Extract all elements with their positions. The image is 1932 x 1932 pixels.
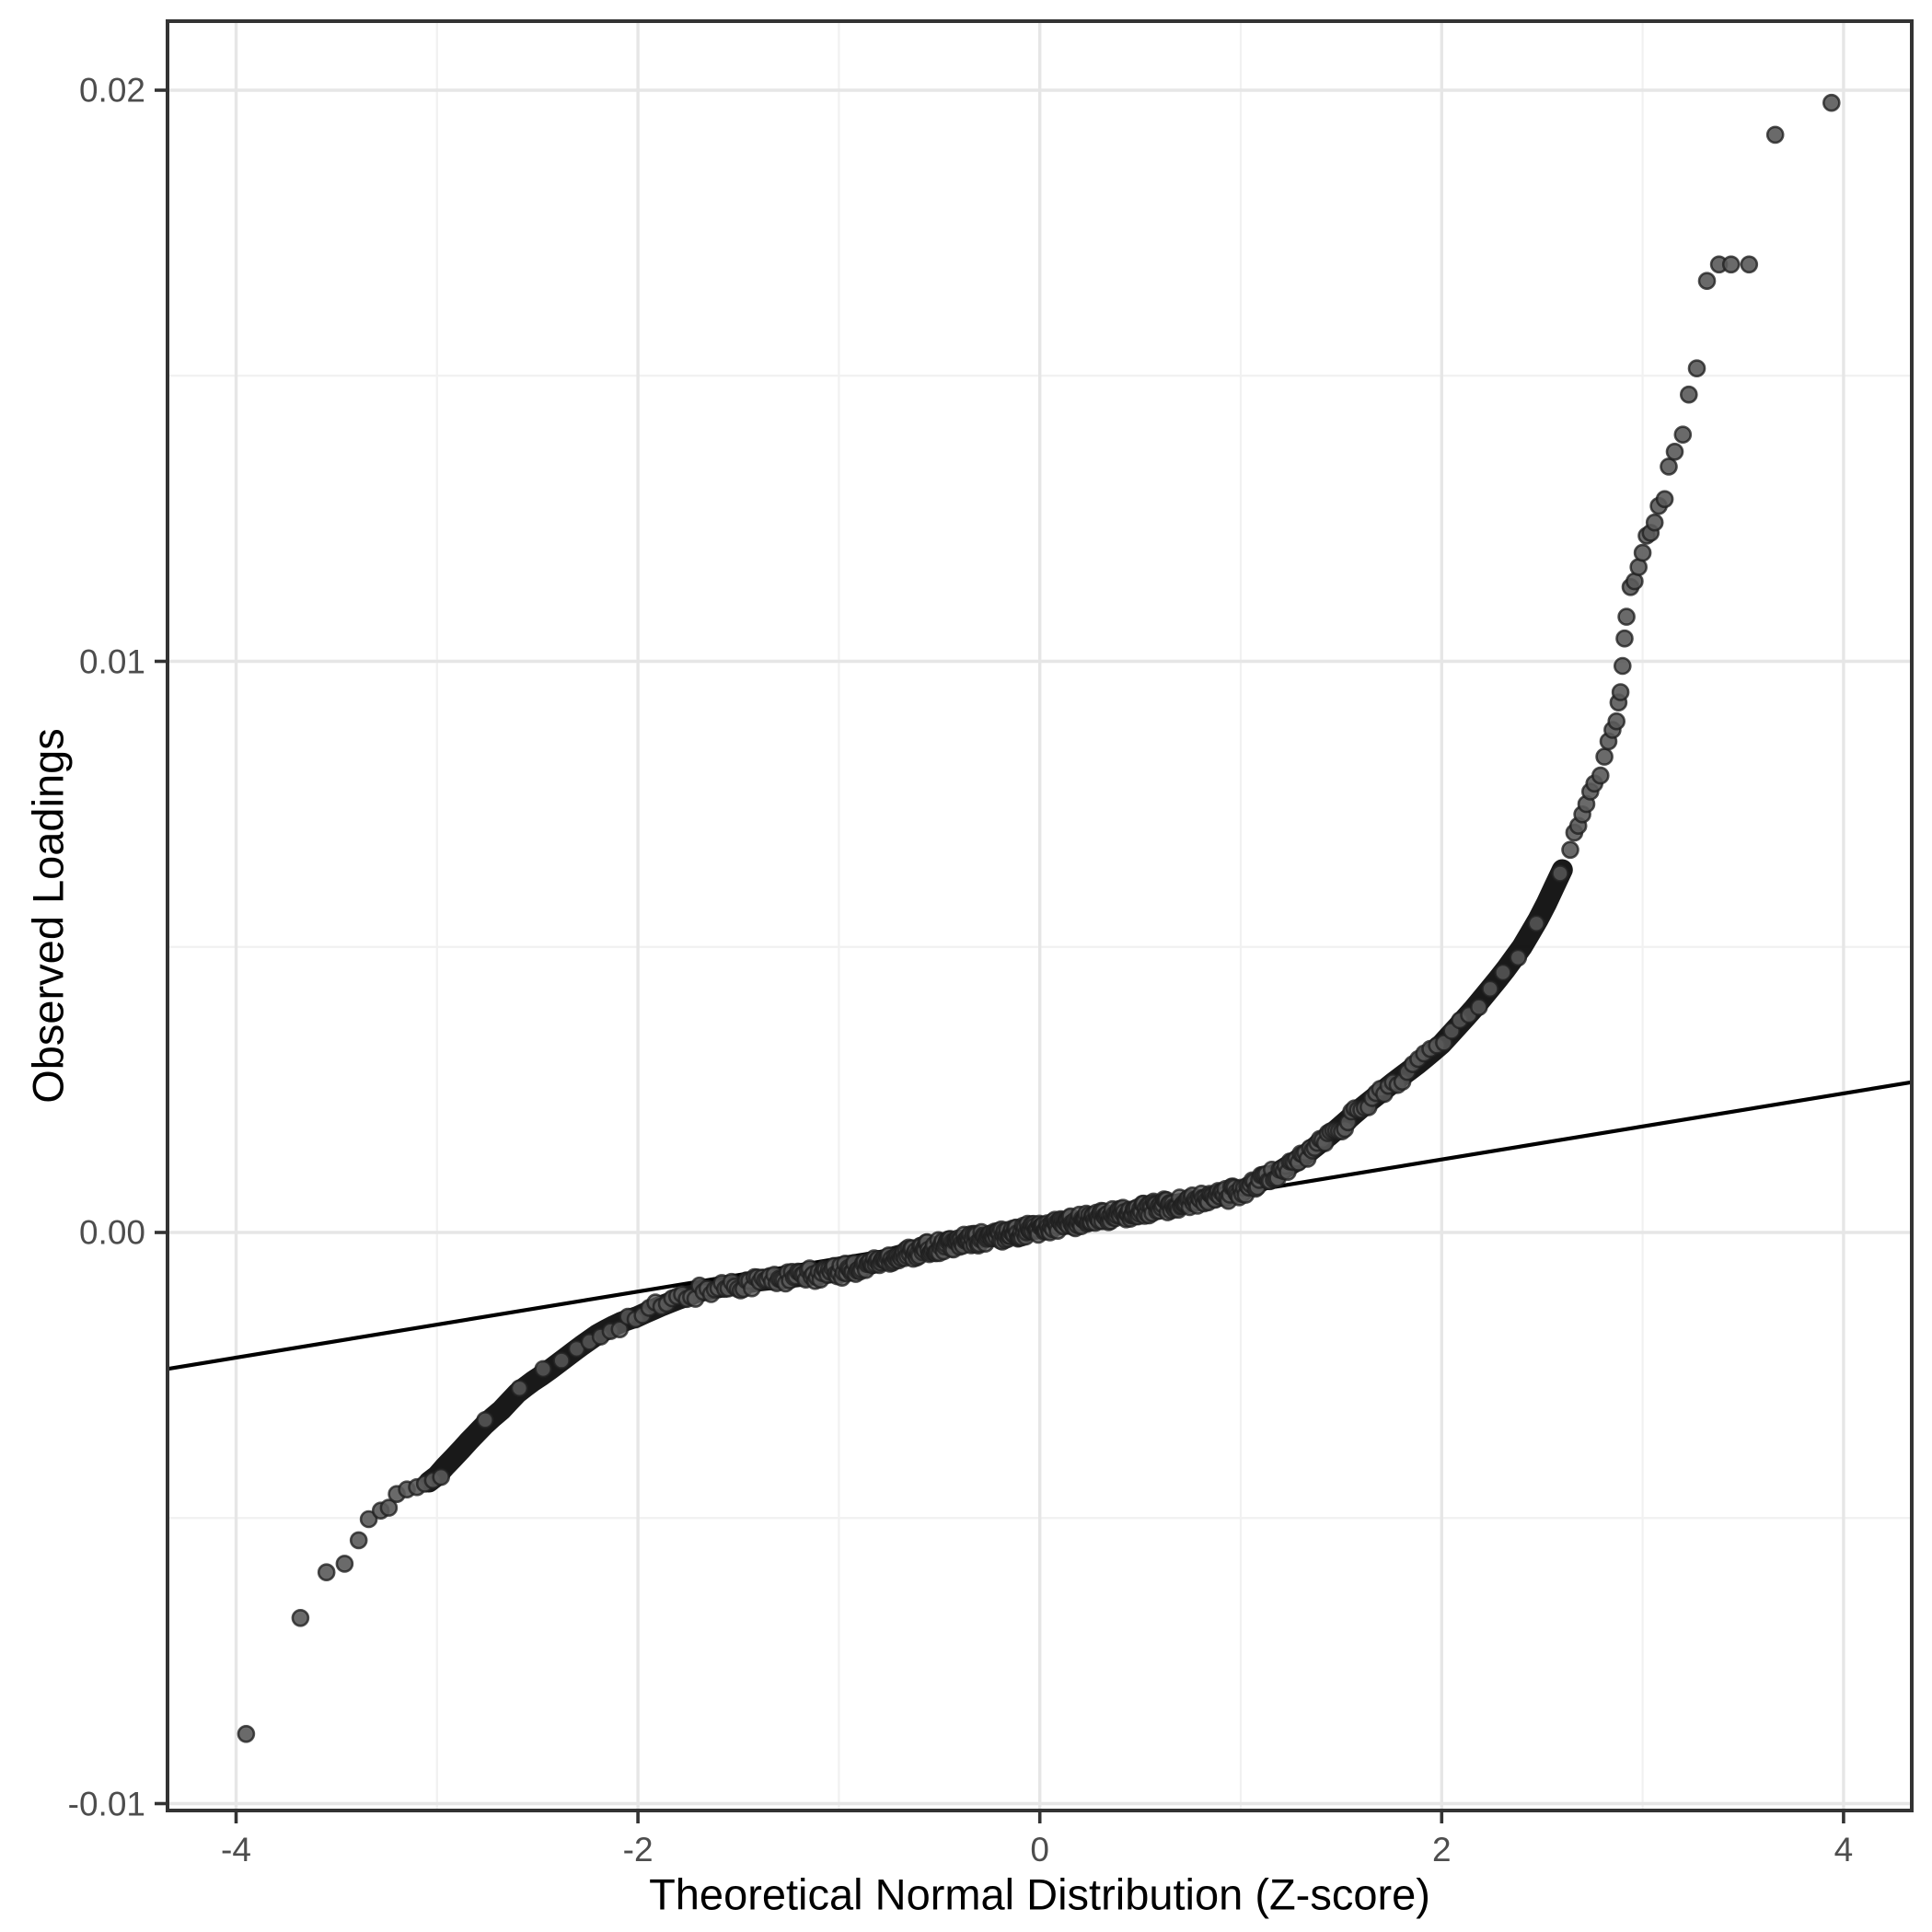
data-point — [610, 1320, 630, 1338]
outlier-point-right — [1665, 442, 1684, 461]
outlier-point-right — [1673, 425, 1693, 445]
outlier-point-right — [1633, 543, 1652, 562]
data-point — [1527, 914, 1545, 933]
data-point — [476, 1411, 494, 1429]
outlier-point-left — [432, 1467, 451, 1487]
data-point — [1551, 864, 1569, 883]
outlier-point-right — [1607, 711, 1625, 731]
outlier-point-right — [1765, 125, 1785, 145]
outlier-point-right — [1614, 656, 1632, 676]
y-tick-label: 0.02 — [78, 71, 145, 110]
outlier-point-right — [1655, 490, 1674, 509]
outlier-point-left — [335, 1555, 354, 1573]
outlier-point-right — [1595, 747, 1614, 766]
outlier-point-right — [1615, 629, 1634, 648]
outlier-point-right — [1660, 457, 1678, 476]
outlier-point-right — [1617, 607, 1636, 626]
outlier-point-right — [1687, 359, 1706, 378]
x-tick-label: 4 — [1834, 1831, 1854, 1868]
y-tick-label: 0.01 — [78, 642, 145, 680]
y-axis-title: Observed Loadings — [23, 728, 73, 1104]
data-point — [552, 1351, 571, 1370]
x-axis-title: Theoretical Normal Distribution (Z-score… — [649, 1869, 1430, 1919]
outlier-point-right — [1680, 385, 1698, 404]
data-point — [510, 1379, 529, 1398]
data-point — [1494, 963, 1512, 982]
outlier-point-right — [1561, 840, 1579, 860]
x-tick-label: -2 — [622, 1831, 654, 1868]
x-tick-label: 0 — [1030, 1831, 1049, 1868]
outlier-point-right — [1697, 272, 1717, 291]
outlier-point-left — [317, 1563, 336, 1581]
data-point — [534, 1359, 553, 1379]
x-tick-label: -4 — [221, 1831, 251, 1868]
outlier-point-right — [1611, 683, 1630, 701]
outlier-point-left — [359, 1510, 378, 1529]
outlier-point-left — [291, 1609, 310, 1627]
y-tick-label: 0.00 — [78, 1213, 145, 1252]
outlier-point-right — [1740, 255, 1759, 274]
outlier-point-left — [237, 1725, 256, 1743]
data-point — [1470, 998, 1488, 1016]
data-point — [1509, 948, 1528, 967]
outlier-point-left — [349, 1531, 368, 1550]
outlier-point-left — [379, 1498, 399, 1517]
outlier-point-right — [1721, 255, 1741, 274]
outlier-point-right — [1645, 513, 1664, 532]
x-tick-label: 2 — [1432, 1831, 1452, 1868]
y-tick-label: -0.01 — [67, 1785, 145, 1822]
data-point — [1481, 979, 1499, 999]
outlier-point-right — [1822, 93, 1841, 112]
outlier-point-right — [1591, 766, 1610, 785]
